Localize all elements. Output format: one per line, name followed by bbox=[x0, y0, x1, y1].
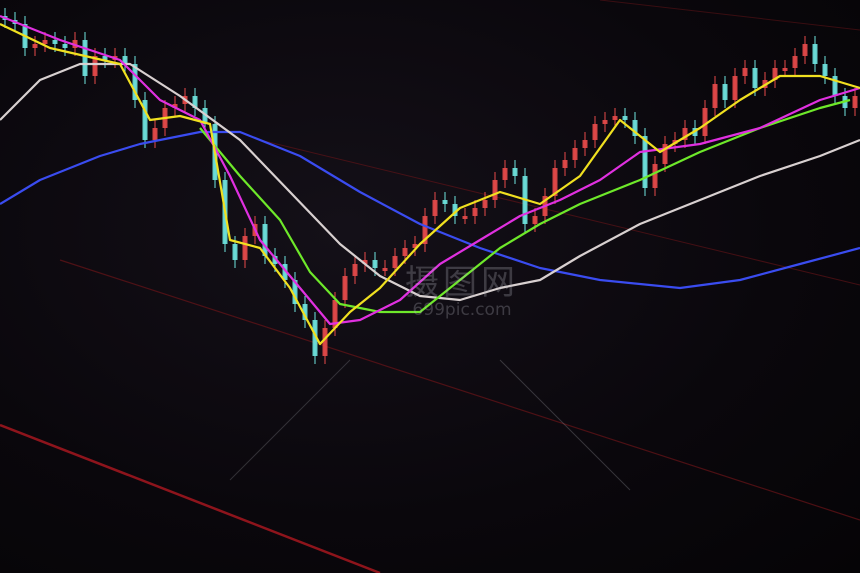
candle-down bbox=[102, 56, 108, 60]
candle-up bbox=[242, 236, 248, 260]
candle-up bbox=[382, 268, 388, 271]
candle-up bbox=[412, 244, 418, 248]
candle-down bbox=[52, 40, 58, 44]
candle-up bbox=[92, 56, 98, 76]
candle-up bbox=[772, 68, 778, 80]
watermark-en: 699pic.com bbox=[412, 300, 512, 320]
moving-averages bbox=[0, 14, 860, 346]
candle-down bbox=[442, 200, 448, 204]
candle-up bbox=[362, 260, 368, 264]
candle-up bbox=[582, 140, 588, 148]
candle-down bbox=[122, 56, 128, 64]
candle-down bbox=[722, 84, 728, 100]
candle-down bbox=[292, 280, 298, 304]
candle-down bbox=[192, 96, 198, 108]
moving-average-line bbox=[0, 130, 860, 290]
candle-up bbox=[392, 256, 398, 268]
candle-up bbox=[482, 200, 488, 208]
candle-up bbox=[552, 168, 558, 196]
candle-up bbox=[322, 328, 328, 356]
candle-down bbox=[262, 224, 268, 256]
candle-down bbox=[312, 320, 318, 356]
gridline bbox=[599, 0, 860, 31]
candle-down bbox=[302, 304, 308, 320]
candle-up bbox=[852, 96, 858, 108]
candle-down bbox=[452, 204, 458, 216]
candle-up bbox=[422, 216, 428, 244]
candle-up bbox=[332, 300, 338, 328]
candle-down bbox=[752, 68, 758, 88]
candle-down bbox=[512, 168, 518, 176]
candle-up bbox=[342, 276, 348, 300]
candle-up bbox=[682, 128, 688, 140]
moving-average-line bbox=[0, 14, 860, 326]
candle-up bbox=[662, 144, 668, 164]
candle-up bbox=[792, 56, 798, 68]
candle-up bbox=[492, 180, 498, 200]
candle-down bbox=[632, 120, 638, 136]
candle-up bbox=[152, 128, 158, 140]
candle-up bbox=[652, 164, 658, 188]
candle-down bbox=[202, 108, 208, 124]
gridline bbox=[59, 259, 860, 521]
candle-up bbox=[742, 68, 748, 76]
watermark: 摄图网 699pic.com bbox=[405, 255, 519, 320]
candle-down bbox=[812, 44, 818, 64]
candle-up bbox=[712, 84, 718, 108]
candle-up bbox=[432, 200, 438, 216]
glare-streak bbox=[229, 359, 351, 481]
candle-up bbox=[402, 248, 408, 256]
candle-down bbox=[132, 64, 138, 100]
candle-down bbox=[372, 260, 378, 268]
candle-up bbox=[562, 160, 568, 168]
candle-up bbox=[592, 124, 598, 140]
candle-up bbox=[502, 168, 508, 180]
candle-down bbox=[142, 100, 148, 140]
candle-down bbox=[282, 264, 288, 280]
candle-up bbox=[602, 120, 608, 124]
candle-down bbox=[622, 116, 628, 120]
candle-up bbox=[32, 44, 38, 48]
moving-average-line bbox=[0, 62, 860, 302]
candle-up bbox=[172, 104, 178, 108]
candle-up bbox=[732, 76, 738, 100]
moving-average-line bbox=[0, 23, 860, 346]
candle-up bbox=[462, 216, 468, 219]
candle-up bbox=[42, 40, 48, 44]
candle-up bbox=[612, 116, 618, 120]
candle-down bbox=[642, 136, 648, 188]
candle-up bbox=[532, 216, 538, 224]
candle-down bbox=[232, 244, 238, 260]
candle-up bbox=[782, 68, 788, 71]
candle-down bbox=[272, 256, 278, 264]
candle-down bbox=[62, 44, 68, 48]
gridline bbox=[259, 139, 860, 286]
candle-down bbox=[832, 76, 838, 96]
candle-down bbox=[82, 40, 88, 76]
candle-up bbox=[702, 108, 708, 136]
candle-up bbox=[352, 264, 358, 276]
candle-up bbox=[802, 44, 808, 56]
candle-up bbox=[572, 148, 578, 160]
gridline bbox=[0, 423, 381, 573]
candle-down bbox=[822, 64, 828, 76]
moving-average-line bbox=[199, 98, 851, 314]
candle-up bbox=[472, 208, 478, 216]
watermark-cn: 摄图网 bbox=[405, 263, 519, 303]
glare-streak bbox=[499, 359, 631, 491]
